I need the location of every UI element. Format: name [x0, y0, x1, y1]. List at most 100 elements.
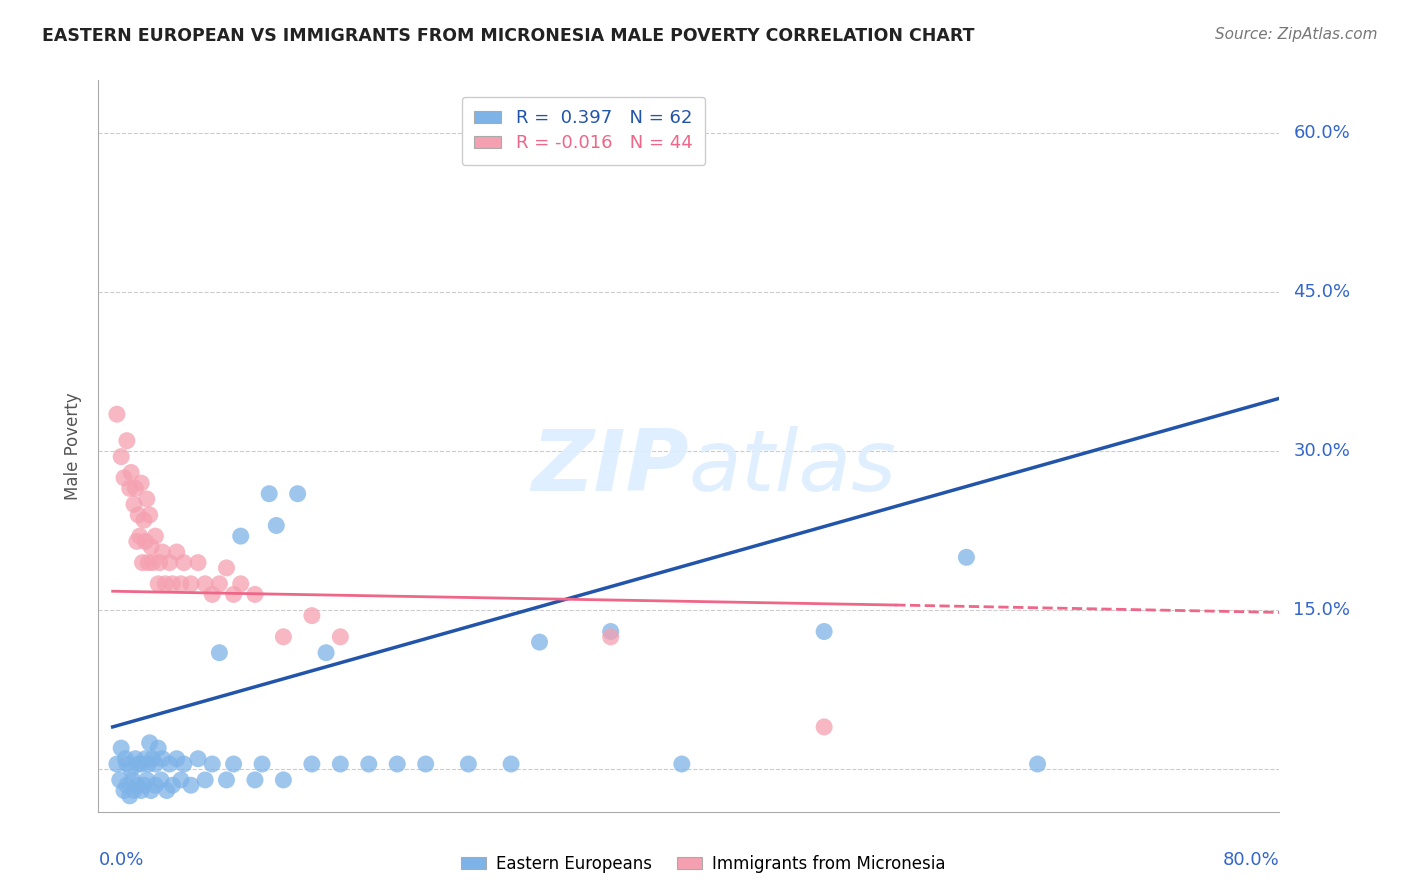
Point: [173, 556, 195, 570]
Point: [187, 752, 209, 766]
Point: [129, 757, 152, 772]
Point: [112, 471, 135, 485]
Point: [1026, 757, 1049, 772]
Point: [301, 608, 323, 623]
Point: [118, 789, 141, 803]
Point: [273, 772, 295, 787]
Point: [273, 630, 295, 644]
Point: [208, 576, 231, 591]
Point: [250, 757, 273, 772]
Point: [143, 529, 166, 543]
Point: [148, 576, 170, 591]
Point: [124, 482, 146, 496]
Point: [138, 736, 160, 750]
Point: [127, 757, 149, 772]
Point: [152, 752, 174, 766]
Point: [222, 587, 245, 601]
Point: [105, 407, 128, 421]
Text: 80.0%: 80.0%: [1223, 851, 1279, 869]
Point: [315, 646, 337, 660]
Point: [143, 757, 166, 772]
Point: [180, 576, 202, 591]
Text: 45.0%: 45.0%: [1294, 284, 1351, 301]
Point: [529, 635, 551, 649]
Point: [131, 556, 153, 570]
Text: atlas: atlas: [689, 426, 897, 509]
Point: [329, 630, 352, 644]
Point: [955, 550, 977, 565]
Point: [141, 556, 163, 570]
Point: [243, 587, 266, 601]
Point: [166, 545, 188, 559]
Point: [135, 772, 157, 787]
Point: [134, 752, 156, 766]
Point: [152, 545, 174, 559]
Point: [135, 491, 157, 506]
Point: [287, 486, 309, 500]
Text: 15.0%: 15.0%: [1294, 601, 1350, 619]
Point: [170, 772, 193, 787]
Point: [129, 783, 152, 797]
Point: [156, 783, 179, 797]
Point: [120, 762, 142, 776]
Point: [166, 752, 188, 766]
Point: [114, 752, 136, 766]
Point: [138, 508, 160, 522]
Point: [125, 778, 148, 792]
Point: [257, 486, 280, 500]
Point: [136, 556, 159, 570]
Point: [122, 497, 145, 511]
Point: [499, 757, 522, 772]
Point: [215, 561, 238, 575]
Point: [201, 757, 224, 772]
Point: [118, 482, 141, 496]
Point: [122, 783, 145, 797]
Point: [159, 757, 181, 772]
Point: [110, 450, 132, 464]
Text: ZIP: ZIP: [531, 426, 689, 509]
Point: [415, 757, 437, 772]
Point: [139, 783, 162, 797]
Point: [162, 576, 184, 591]
Point: [222, 757, 245, 772]
Point: [143, 778, 166, 792]
Text: Source: ZipAtlas.com: Source: ZipAtlas.com: [1215, 27, 1378, 42]
Point: [112, 783, 135, 797]
Point: [132, 778, 155, 792]
Point: [266, 518, 288, 533]
Point: [162, 778, 184, 792]
Point: [180, 778, 202, 792]
Point: [136, 757, 159, 772]
Point: [124, 752, 146, 766]
Point: [187, 556, 209, 570]
Point: [813, 720, 835, 734]
Point: [215, 772, 238, 787]
Point: [194, 576, 217, 591]
Point: [139, 540, 162, 554]
Point: [149, 556, 172, 570]
Point: [155, 576, 177, 591]
Point: [159, 556, 181, 570]
Point: [229, 529, 252, 543]
Legend: R =  0.397   N = 62, R = -0.016   N = 44: R = 0.397 N = 62, R = -0.016 N = 44: [461, 96, 706, 165]
Point: [105, 757, 128, 772]
Point: [813, 624, 835, 639]
Point: [108, 772, 131, 787]
Point: [599, 630, 621, 644]
Point: [194, 772, 217, 787]
Point: [127, 508, 149, 522]
Text: 0.0%: 0.0%: [98, 851, 143, 869]
Point: [229, 576, 252, 591]
Point: [121, 772, 143, 787]
Point: [208, 646, 231, 660]
Point: [301, 757, 323, 772]
Point: [115, 757, 138, 772]
Point: [132, 513, 155, 527]
Point: [134, 534, 156, 549]
Point: [387, 757, 409, 772]
Point: [129, 476, 152, 491]
Point: [357, 757, 380, 772]
Legend: Eastern Europeans, Immigrants from Micronesia: Eastern Europeans, Immigrants from Micro…: [454, 848, 952, 880]
Text: 60.0%: 60.0%: [1294, 124, 1350, 143]
Text: 30.0%: 30.0%: [1294, 442, 1350, 460]
